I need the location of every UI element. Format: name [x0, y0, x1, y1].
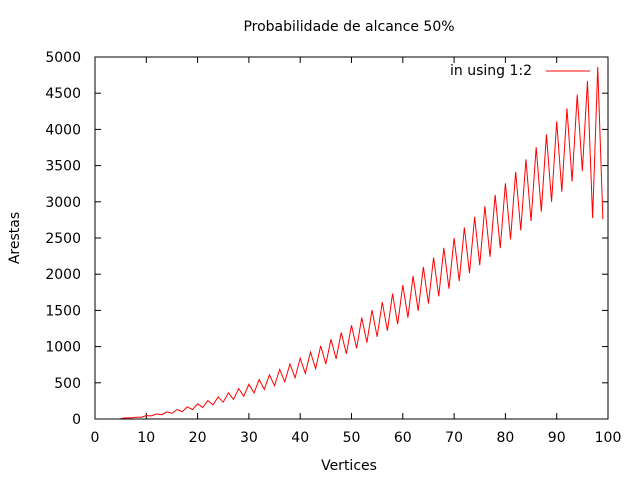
axis-ticks: 0 10 20 30 40 50 60 70 80 90 100050010001500200025… [45, 50, 621, 446]
x-tick-label: 20 [189, 430, 207, 446]
x-tick-label: 100 [595, 430, 622, 446]
x-tick-label: 90 [548, 430, 566, 446]
y-tick-label: 0 [72, 412, 81, 428]
y-tick-label: 4000 [45, 122, 81, 138]
legend: in using 1:2 [450, 63, 590, 79]
x-tick-label: 80 [496, 430, 514, 446]
y-tick-label: 5000 [45, 50, 81, 66]
x-tick-label: 40 [291, 430, 309, 446]
x-tick-label: 50 [343, 430, 361, 446]
y-axis-label: Arestas [7, 212, 23, 264]
y-tick-label: 3000 [45, 195, 81, 211]
x-tick-label: 60 [394, 430, 412, 446]
y-tick-label: 3500 [45, 159, 81, 175]
series-layer [120, 67, 604, 420]
legend-label: in using 1:2 [450, 63, 532, 79]
x-tick-label: 30 [240, 430, 258, 446]
y-tick-label: 1500 [45, 303, 81, 319]
series-line-0 [120, 67, 604, 420]
y-tick-label: 2500 [45, 231, 81, 247]
y-tick-label: 1000 [45, 340, 81, 356]
y-tick-label: 4500 [45, 86, 81, 102]
x-tick-label: 70 [445, 430, 463, 446]
y-tick-label: 500 [54, 376, 81, 392]
x-axis-label: Vertices [321, 458, 377, 474]
x-tick-label: 10 [137, 430, 155, 446]
plot-border [94, 56, 609, 420]
y-tick-label: 2000 [45, 267, 81, 283]
x-tick-label: 0 [91, 430, 100, 446]
chart-title: Probabilidade de alcance 50% [243, 19, 454, 35]
